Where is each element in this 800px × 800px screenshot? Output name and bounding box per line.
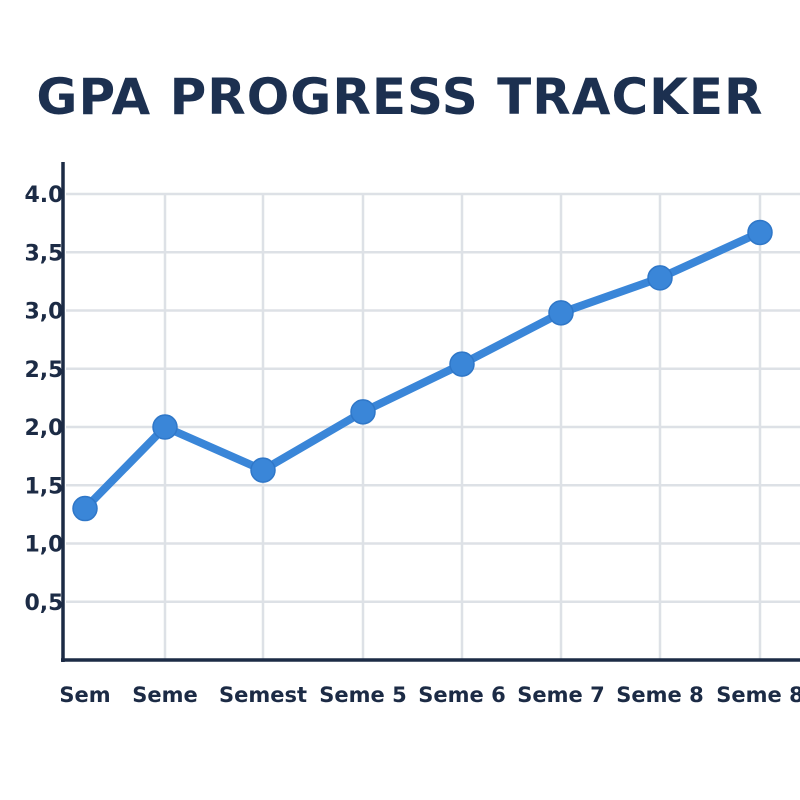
data-point [72, 495, 98, 522]
data-point [647, 265, 673, 291]
x-tick-label: Seme [132, 683, 198, 707]
x-tick-label: Seme 7 [517, 683, 604, 707]
x-tick-label: Seme 8 [716, 683, 800, 707]
gpa-series-line [81, 228, 764, 513]
y-tick-label: 1,0 [25, 533, 64, 558]
x-tick-label: Seme 6 [418, 683, 505, 707]
data-point [548, 300, 574, 326]
y-tick-label: 2,5 [25, 358, 64, 383]
y-tick-label: 0,5 [25, 591, 64, 616]
y-tick-label: 1,5 [25, 474, 64, 499]
y-tick-label: 3,5 [25, 241, 64, 266]
x-tick-label: Seme 8 [616, 683, 703, 707]
y-tick-label: 2,0 [25, 416, 64, 441]
y-tick-label: 4.0 [25, 183, 64, 208]
chart-title: GPA PROGRESS TRACKER [36, 68, 764, 126]
data-point [152, 414, 178, 440]
x-tick-label: Semest [219, 683, 307, 707]
data-point [250, 457, 276, 483]
x-tick-label: Sem [59, 683, 110, 707]
x-tick-label: Seme 5 [319, 683, 406, 707]
y-tick-label: 3,0 [25, 300, 64, 325]
data-point [449, 351, 475, 377]
data-point [350, 399, 376, 425]
data-point [747, 219, 773, 246]
